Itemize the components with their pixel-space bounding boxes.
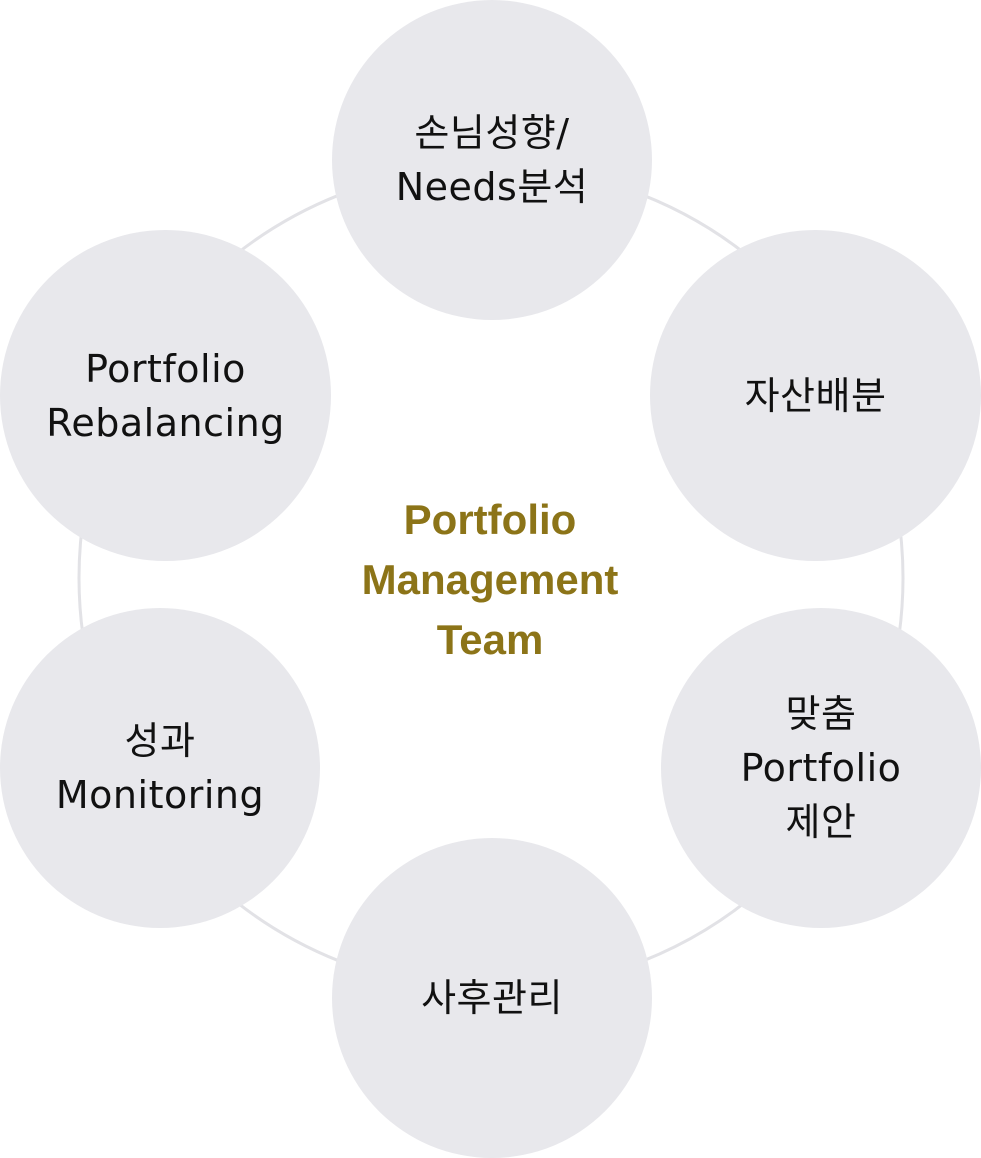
node-needs-analysis-label: 손님성향/ Needs분석 bbox=[395, 111, 589, 209]
node-portfolio-rebalancing: Portfolio Rebalancing bbox=[0, 230, 331, 561]
node-performance-monitoring: 성과 Monitoring bbox=[0, 608, 320, 928]
node-after-care-label: 사후관리 bbox=[421, 976, 563, 1020]
center-title: Portfolio Management Team bbox=[361, 496, 619, 663]
node-performance-monitoring-label: 성과 Monitoring bbox=[55, 719, 265, 817]
node-asset-allocation-label: 자산배분 bbox=[744, 373, 887, 418]
node-after-care: 사후관리 bbox=[332, 838, 652, 1158]
node-custom-portfolio-proposal: 맞춤 Portfolio 제안 bbox=[661, 608, 981, 928]
node-needs-analysis: 손님성향/ Needs분석 bbox=[332, 0, 652, 320]
node-portfolio-rebalancing-label: Portfolio Rebalancing bbox=[46, 346, 285, 445]
node-asset-allocation: 자산배분 bbox=[650, 230, 981, 561]
node-custom-portfolio-proposal-label: 맞춤 Portfolio 제안 bbox=[740, 692, 902, 844]
